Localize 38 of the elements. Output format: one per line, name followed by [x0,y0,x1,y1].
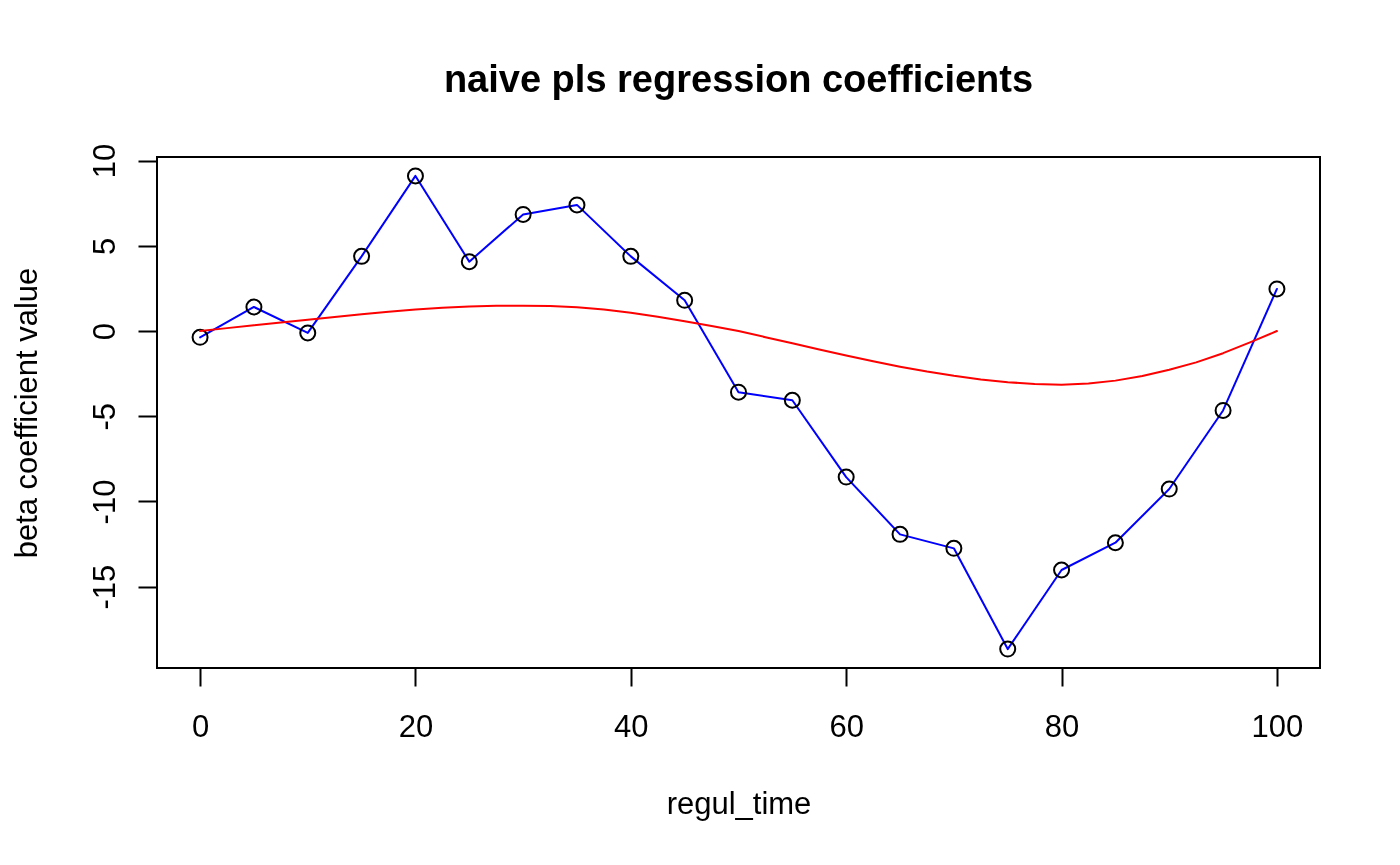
point [1160,480,1178,498]
point [1268,280,1286,298]
point [245,298,263,316]
x-tick-label: 100 [1251,708,1304,744]
point [676,291,694,309]
point [460,253,478,271]
point [1214,401,1232,419]
point [299,324,317,342]
line-series [199,304,1278,386]
x-tick-label: 80 [1044,708,1080,744]
line-series [199,174,1278,651]
point [783,391,801,409]
point [1106,534,1124,552]
point [1053,561,1071,579]
x-tick-label: 20 [398,708,434,744]
point [353,247,371,265]
point [406,167,424,185]
y-tick-label: -10 [86,479,122,525]
point [730,383,747,401]
point [514,205,532,223]
y-tick-label: 5 [86,237,122,255]
x-tick-label: 40 [614,708,649,744]
point [945,539,963,557]
point [191,328,209,346]
point [837,468,855,486]
point [999,640,1017,658]
point [622,247,640,265]
y-tick-label: 10 [86,143,122,179]
x-axis-title: regul_time [666,785,812,821]
y-tick-label: 0 [86,322,122,341]
y-tick-label: -5 [86,402,122,431]
x-tick-label: 60 [829,708,864,744]
chart-title: naive pls regression coefficients [443,58,1034,101]
point [891,525,909,543]
x-tick-label: 0 [191,708,210,744]
point [568,196,586,214]
y-tick-label: -15 [86,564,122,610]
y-axis-title: beta coefficient value [8,267,44,559]
